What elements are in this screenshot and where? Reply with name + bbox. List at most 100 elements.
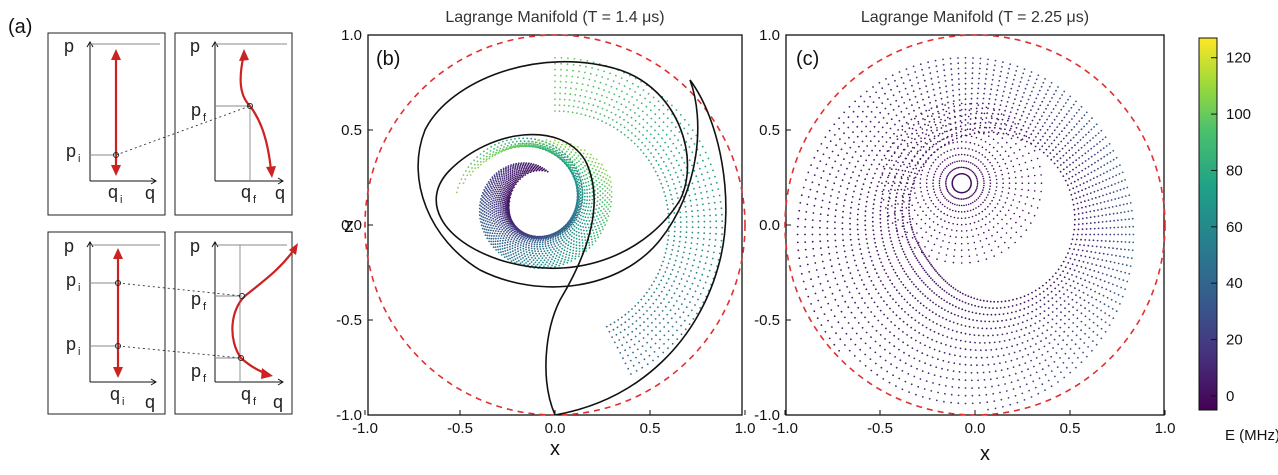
scatter-point	[1094, 134, 1097, 137]
scatter-point	[1020, 76, 1023, 79]
scatter-point	[831, 150, 834, 153]
scatter-point	[879, 309, 882, 312]
scatter-point	[520, 258, 522, 261]
scatter-point	[589, 163, 592, 166]
scatter-point	[681, 156, 683, 159]
scatter-point	[1027, 98, 1030, 101]
scatter-point	[935, 399, 938, 402]
scatter-point	[1082, 194, 1085, 197]
scatter-point	[708, 238, 711, 241]
scatter-point	[588, 184, 590, 187]
scatter-point	[1076, 141, 1079, 144]
scatter-point	[502, 250, 504, 253]
scatter-point	[867, 306, 869, 309]
scatter-point	[828, 157, 831, 159]
scatter-point	[796, 233, 799, 236]
scatter-point	[680, 278, 683, 280]
scatter-point	[587, 181, 590, 183]
scatter-point	[1071, 263, 1074, 266]
scatter-point	[499, 220, 502, 223]
scatter-point	[1074, 151, 1077, 154]
scatter-point	[568, 237, 571, 240]
scatter-point	[551, 144, 554, 147]
scatter-point	[1027, 353, 1030, 356]
scatter-point	[903, 102, 906, 104]
scatter-point	[1059, 170, 1062, 173]
scatter-point	[675, 321, 678, 323]
scatter-point	[819, 240, 822, 243]
scatter-point	[541, 243, 544, 246]
scatter-point	[560, 260, 562, 262]
scatter-point	[958, 371, 961, 373]
scatter-point	[1026, 102, 1028, 105]
scatter-point	[948, 353, 951, 356]
scatter-point	[1069, 284, 1072, 287]
scatter-point	[531, 256, 533, 259]
scatter-point	[565, 81, 567, 83]
scatter-point	[481, 199, 484, 202]
scatter-point	[1120, 211, 1122, 214]
scatter-point	[928, 148, 931, 151]
scatter-point	[1020, 100, 1022, 103]
scatter-point	[638, 130, 641, 133]
scatter-point	[549, 239, 552, 242]
scatter-point	[669, 258, 671, 260]
scatter-point	[1124, 248, 1126, 251]
scatter-point	[989, 93, 992, 95]
scatter-point	[970, 92, 973, 95]
scatter-point	[1054, 287, 1057, 290]
scatter-point	[566, 261, 569, 264]
scatter-point	[845, 332, 848, 335]
scatter-point	[964, 294, 967, 296]
scatter-point	[677, 139, 679, 142]
scatter-point	[897, 105, 900, 108]
scatter-point	[1021, 370, 1023, 373]
scatter-point	[665, 153, 668, 156]
scatter-point	[588, 195, 591, 198]
scatter-point	[1111, 308, 1114, 310]
scatter-point	[1059, 326, 1062, 329]
scatter-point	[514, 165, 517, 168]
scatter-point	[673, 212, 676, 214]
scatter-point	[1034, 322, 1037, 325]
scatter-point	[683, 200, 686, 203]
scatter-point	[912, 268, 915, 271]
scatter-point	[946, 369, 949, 371]
scatter-point	[565, 253, 568, 256]
scatter-point	[509, 251, 512, 254]
scatter-point	[491, 204, 494, 207]
scatter-point	[718, 194, 721, 197]
scatter-point	[667, 321, 669, 324]
scatter-point	[925, 380, 928, 382]
scatter-point	[1000, 123, 1003, 125]
scatter-point	[654, 342, 657, 345]
scatter-point	[562, 244, 564, 247]
scatter-point	[1093, 169, 1096, 172]
scatter-point	[988, 320, 991, 323]
scatter-point	[999, 104, 1002, 106]
scatter-point	[671, 268, 674, 271]
scatter-point	[572, 249, 575, 252]
scatter-point	[551, 149, 554, 151]
scatter-point	[851, 327, 854, 330]
scatter-point	[506, 185, 509, 187]
scatter-point	[550, 236, 552, 239]
scatter-point	[486, 234, 489, 237]
scatter-point	[568, 220, 571, 223]
scatter-point	[895, 99, 898, 102]
scatter-point	[886, 317, 889, 320]
scatter-point	[510, 190, 513, 193]
scatter-point	[548, 256, 551, 259]
scatter-point	[490, 237, 493, 240]
scatter-point	[819, 247, 822, 250]
scatter-point	[527, 246, 530, 249]
scatter-point	[618, 82, 621, 85]
scatter-point	[652, 359, 654, 362]
scatter-point	[1038, 89, 1041, 92]
scatter-point	[492, 199, 494, 202]
scatter-point	[567, 244, 570, 247]
scatter-point	[692, 318, 695, 320]
scatter-point	[841, 274, 844, 277]
scatter-point	[502, 209, 505, 212]
scatter-point	[643, 358, 646, 361]
